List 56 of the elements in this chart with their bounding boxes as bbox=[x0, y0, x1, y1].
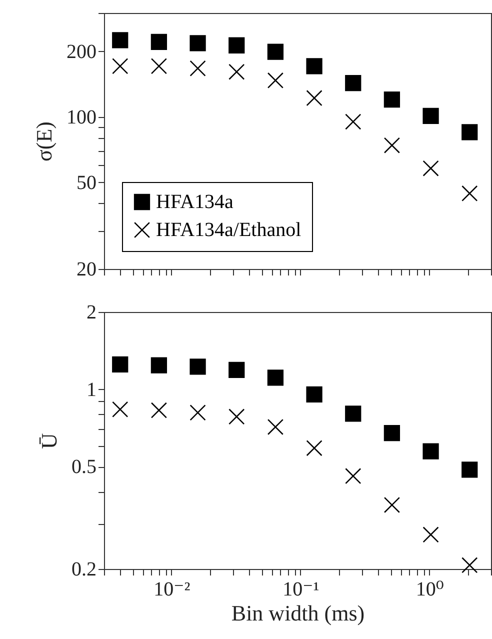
point bbox=[112, 58, 128, 74]
point bbox=[190, 404, 206, 421]
y-tick-label: 0.5 bbox=[72, 456, 96, 478]
point bbox=[228, 408, 245, 425]
point bbox=[112, 356, 128, 373]
y-tick-label: 200 bbox=[66, 40, 96, 63]
point bbox=[112, 401, 128, 418]
point bbox=[306, 90, 322, 106]
legend-label: HFA134a/Ethanol bbox=[156, 219, 302, 241]
y-tick-label: 100 bbox=[66, 106, 96, 128]
y-tick-label: 50 bbox=[76, 172, 96, 194]
point bbox=[422, 526, 439, 543]
y-tick-label: 0.2 bbox=[72, 558, 96, 580]
point bbox=[462, 557, 478, 574]
point bbox=[150, 357, 168, 374]
point bbox=[345, 406, 362, 422]
point bbox=[462, 462, 478, 478]
point bbox=[384, 137, 400, 154]
point bbox=[345, 468, 362, 484]
point bbox=[422, 108, 439, 124]
y-tick-label: 1 bbox=[86, 378, 96, 401]
x-tick-label: 10⁻¹ bbox=[282, 578, 320, 600]
point bbox=[384, 92, 400, 108]
point bbox=[190, 60, 206, 76]
point bbox=[228, 64, 245, 80]
legend-label: HFA134a bbox=[156, 191, 234, 213]
point bbox=[267, 370, 284, 386]
point bbox=[462, 185, 478, 202]
x-tick-label: 10⁰ bbox=[416, 578, 444, 600]
point bbox=[190, 35, 206, 52]
point bbox=[384, 496, 400, 514]
point bbox=[306, 386, 322, 402]
point bbox=[150, 402, 168, 418]
point bbox=[267, 44, 284, 60]
point bbox=[190, 358, 206, 375]
point bbox=[422, 443, 439, 460]
x-axis-title: Bin width (ms) bbox=[231, 600, 365, 626]
point bbox=[228, 37, 245, 54]
point bbox=[267, 418, 284, 436]
y-tick-label: 20 bbox=[76, 258, 96, 280]
point bbox=[345, 74, 362, 92]
point bbox=[306, 58, 322, 74]
point bbox=[462, 124, 478, 140]
point bbox=[112, 32, 128, 48]
y-axis-title: Ū bbox=[36, 432, 62, 449]
point bbox=[306, 440, 322, 456]
point bbox=[150, 34, 168, 50]
point bbox=[228, 362, 245, 378]
point bbox=[422, 160, 439, 176]
point bbox=[345, 114, 362, 130]
point bbox=[267, 72, 284, 88]
y-tick-label: 2 bbox=[86, 302, 96, 324]
x-tick-label: 10⁻² bbox=[154, 578, 190, 600]
point bbox=[150, 58, 168, 74]
y-axis-title: σ(E) bbox=[32, 122, 56, 162]
point bbox=[384, 425, 400, 442]
